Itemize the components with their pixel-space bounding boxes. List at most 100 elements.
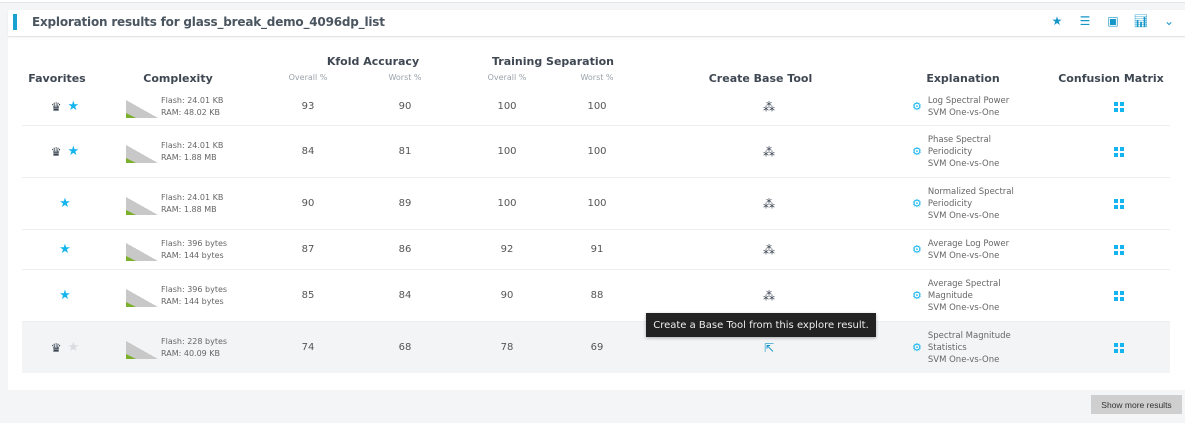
- confusion-matrix-icon[interactable]: [1114, 198, 1124, 209]
- col-confusion: Confusion Matrix: [1058, 72, 1164, 85]
- ram-size: RAM: 40.09 KB: [161, 348, 221, 358]
- feature-name: Log Spectral Power: [927, 95, 1010, 106]
- favorite-star-icon[interactable]: ★: [67, 340, 80, 355]
- list-icon[interactable]: ☰: [1079, 14, 1091, 28]
- export-icon[interactable]: ⇱: [763, 340, 775, 355]
- confusion-matrix-icon[interactable]: [1114, 101, 1124, 112]
- model-name: SVM One-vs-One: [927, 354, 1000, 365]
- feature-name: Average Spectral Magnitude: [927, 278, 1001, 301]
- flash-size: Flash: 24.01 KB: [161, 192, 224, 202]
- cubes-icon[interactable]: ⁂: [763, 99, 775, 114]
- crown-icon: ♛: [50, 144, 62, 159]
- col-complexity: Complexity: [143, 72, 213, 85]
- model-name: SVM One-vs-One: [927, 250, 1000, 261]
- training-worst: 88: [590, 290, 604, 301]
- table-row: ★ Flash: 396 bytes RAM: 144 bytes 87 86 9…: [22, 230, 1170, 270]
- confusion-matrix-icon[interactable]: [1114, 290, 1124, 301]
- col-explanation: Explanation: [926, 72, 1000, 85]
- table-row: ♛ ★ Flash: 24.01 KB RAM: 1.88 MB 84 81 100…: [22, 126, 1170, 178]
- flash-size: Flash: 228 bytes: [161, 336, 228, 346]
- table-row: ★ Flash: 396 bytes RAM: 144 bytes 85 84 9…: [22, 270, 1170, 322]
- training-overall: 78: [500, 342, 514, 353]
- ram-size: RAM: 1.88 MB: [161, 204, 217, 214]
- training-overall: 100: [497, 146, 517, 157]
- kfold-overall: 74: [301, 342, 315, 353]
- confusion-matrix-icon[interactable]: [1114, 146, 1124, 157]
- model-name: SVM One-vs-One: [927, 210, 1000, 221]
- confusion-matrix-icon[interactable]: [1114, 244, 1124, 255]
- kfold-overall: 93: [301, 101, 315, 112]
- kfold-worst: 86: [398, 244, 412, 255]
- training-worst: 91: [590, 244, 604, 255]
- bar-chart-icon[interactable]: 📊︎: [1133, 14, 1149, 28]
- results-card: Exploration results for glass_break_demo…: [8, 10, 1185, 390]
- star-icon[interactable]: ★: [1051, 14, 1063, 28]
- table-row: ★ Flash: 24.01 KB RAM: 1.88 MB 90 89 100 …: [22, 178, 1170, 230]
- chip-icon[interactable]: ▣: [1107, 14, 1119, 28]
- training-overall: 92: [500, 244, 514, 255]
- crown-icon: ♛: [50, 99, 62, 114]
- training-worst: 100: [587, 146, 607, 157]
- model-name: SVM One-vs-One: [927, 158, 1000, 169]
- gears-icon[interactable]: ⚙: [912, 289, 922, 302]
- favorite-star-icon[interactable]: ★: [67, 99, 80, 114]
- favorite-star-icon[interactable]: ★: [59, 288, 71, 303]
- col-kfold-overall: Overall %: [288, 73, 328, 82]
- gears-icon[interactable]: ⚙: [912, 243, 922, 256]
- kfold-worst: 68: [398, 342, 412, 353]
- complexity-indicator: [126, 242, 158, 261]
- top-bar: [0, 0, 1185, 3]
- page-title: Exploration results for glass_break_demo…: [32, 15, 385, 29]
- col-training-overall: Overall %: [487, 73, 527, 82]
- kfold-overall: 90: [301, 198, 315, 209]
- gears-icon[interactable]: ⚙: [912, 197, 922, 210]
- table-row: ♛ ★ Flash: 24.01 KB RAM: 48.02 KB 93 90 10…: [22, 88, 1170, 126]
- model-name: SVM One-vs-One: [927, 302, 1000, 313]
- kfold-worst: 81: [398, 146, 412, 157]
- feature-name: Average Log Power: [927, 238, 1010, 249]
- cubes-icon[interactable]: ⁂: [763, 144, 775, 159]
- training-worst: 69: [590, 342, 604, 353]
- confusion-matrix-icon[interactable]: [1114, 342, 1124, 353]
- complexity-indicator: [126, 340, 158, 359]
- kfold-worst: 84: [398, 290, 412, 301]
- favorite-star-icon[interactable]: ★: [59, 196, 71, 211]
- complexity-indicator: [126, 99, 158, 118]
- model-name: SVM One-vs-One: [927, 107, 1000, 118]
- show-more-button[interactable]: Show more results: [1091, 395, 1182, 414]
- training-overall: 100: [497, 198, 517, 209]
- ram-size: RAM: 48.02 KB: [161, 107, 221, 117]
- table-row: ♛ ★ Flash: 228 bytes RAM: 40.09 KB 74 68 7…: [22, 322, 1170, 373]
- cubes-icon[interactable]: ⁂: [763, 288, 775, 303]
- flash-size: Flash: 24.01 KB: [161, 140, 224, 150]
- col-favorites: Favorites: [28, 72, 86, 85]
- favorite-star-icon[interactable]: ★: [67, 144, 80, 159]
- feature-name: Phase Spectral Periodicity: [927, 134, 992, 157]
- ram-size: RAM: 144 bytes: [161, 250, 224, 260]
- gears-icon[interactable]: ⚙: [912, 100, 922, 113]
- col-create: Create Base Tool: [708, 72, 813, 85]
- complexity-indicator: [126, 288, 158, 307]
- chevron-down-icon[interactable]: ⌄: [1163, 14, 1175, 28]
- favorite-star-icon[interactable]: ★: [59, 242, 71, 257]
- flash-size: Flash: 396 bytes: [161, 284, 228, 294]
- col-training: Training Separation: [492, 55, 614, 68]
- col-kfold: Kfold Accuracy: [326, 55, 420, 68]
- training-overall: 100: [497, 101, 517, 112]
- gears-icon[interactable]: ⚙: [912, 145, 922, 158]
- card-header: Exploration results for glass_break_demo…: [8, 10, 1185, 37]
- crown-icon: ♛: [50, 340, 62, 355]
- gears-icon[interactable]: ⚙: [912, 341, 922, 354]
- cubes-icon[interactable]: ⁂: [763, 196, 775, 211]
- tooltip: Create a Base Tool from this explore res…: [646, 313, 876, 337]
- kfold-overall: 85: [301, 290, 315, 301]
- feature-name: Spectral Magnitude Statistics: [927, 330, 1011, 353]
- training-worst: 100: [587, 198, 607, 209]
- ram-size: RAM: 1.88 MB: [161, 152, 217, 162]
- cubes-icon[interactable]: ⁂: [763, 242, 775, 257]
- col-kfold-worst: Worst %: [388, 73, 422, 82]
- flash-size: Flash: 396 bytes: [161, 238, 228, 248]
- training-overall: 90: [500, 290, 514, 301]
- accent-bar: [13, 14, 17, 30]
- kfold-overall: 84: [301, 146, 315, 157]
